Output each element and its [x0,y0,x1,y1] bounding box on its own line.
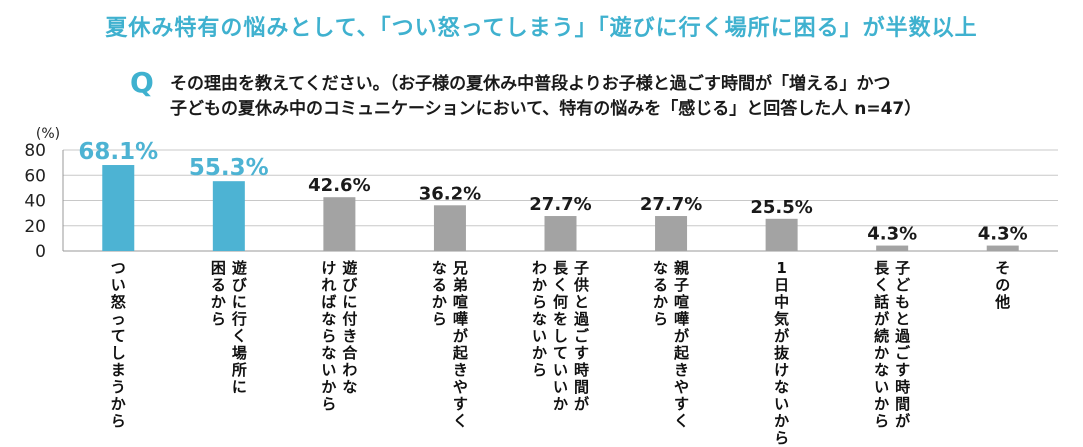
category-label-column: その他 [995,259,1011,311]
y-tick-label: 0 [35,242,46,262]
category-label: 親子喧嘩が起きやすく なるから [652,260,691,430]
category-label: 子供と過ごす時間が 長く何をしていいか わからないから [531,260,591,413]
category-label-column: つい怒ってしまうから [110,259,126,430]
y-axis-unit: (%) [36,126,60,142]
category-label: 子どもと過ごす時間が 長く話が続かないから [873,260,912,430]
category-label-column: 遊びに付き合わな [342,259,358,396]
y-tick-label: 60 [24,166,46,186]
question-text: その理由を教えてください。（お子様の夏休み中普段よりお子様と過ごす時間が「増える… [170,72,1050,122]
bar [433,205,466,251]
category-label: 遊びに行く場所に 困るから [209,260,248,396]
category-label-column: ければならないから [321,259,337,413]
category-label: 遊びに付き合わな ければならないから [320,260,359,413]
data-label: 27.7% [640,194,702,215]
data-label: 68.1% [78,139,158,165]
category-label: 1日中気が抜けないから [773,260,791,447]
category-label-column: なるから [431,259,447,328]
y-tick-label: 20 [24,217,46,237]
category-label-column: わからないから [531,259,547,379]
data-label: 27.7% [529,194,591,215]
category-label-column: 困るから [210,259,226,328]
bar [212,181,245,251]
question-line-1: その理由を教えてください。（お子様の夏休み中普段よりお子様と過ごす時間が「増える… [170,74,891,94]
bar [544,216,577,251]
category-label-column: なるから [653,259,669,328]
data-label: 4.3% [867,224,917,245]
category-label-column: 長く話が続かないから [874,259,890,430]
data-label: 55.3% [189,155,269,181]
bar [765,218,798,251]
bar [655,216,688,251]
category-label-column: 親子喧嘩が起きやすく [674,259,690,430]
category-label-column: 1日中気が抜けないから [774,259,790,447]
question-line-2: 子どもの夏休み中のコミュニケーションにおいて、特有の悩みを「感じる」と回答した人… [170,99,922,119]
question-mark-icon: Q [130,66,154,99]
y-tick-label: 40 [24,192,46,212]
bar [323,197,356,251]
category-label-column: 遊びに行く場所に [231,259,247,396]
bar [876,245,909,251]
y-tick-label: 80 [24,141,46,161]
category-label-column: 長く何をしていいか [552,259,568,413]
category-label: 兄弟喧嘩が起きやすく なるから [430,260,469,430]
data-label: 42.6% [308,175,370,196]
category-label-column: 子どもと過ごす時間が [895,259,911,430]
category-label: つい怒ってしまうから [109,260,127,430]
category-label-column: 兄弟喧嘩が起きやすく [452,259,468,430]
data-label: 36.2% [419,183,481,204]
category-label: その他 [994,260,1012,311]
category-label-column: 子供と過ごす時間が [573,259,589,413]
data-label: 25.5% [750,197,812,218]
bar [986,245,1019,251]
headline: 夏休み特有の悩みとして、「つい怒ってしまう」「遊びに行く場所に困る」が半数以上 [105,16,978,41]
bar [102,165,135,251]
data-label: 4.3% [978,224,1028,245]
